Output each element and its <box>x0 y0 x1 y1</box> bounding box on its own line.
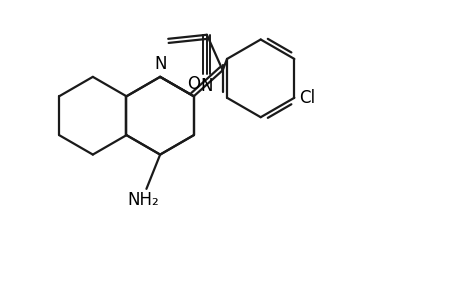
Text: N: N <box>200 77 213 95</box>
Text: NH₂: NH₂ <box>127 191 158 209</box>
Text: O: O <box>187 75 200 93</box>
Text: N: N <box>154 55 166 73</box>
Text: Cl: Cl <box>298 89 314 107</box>
